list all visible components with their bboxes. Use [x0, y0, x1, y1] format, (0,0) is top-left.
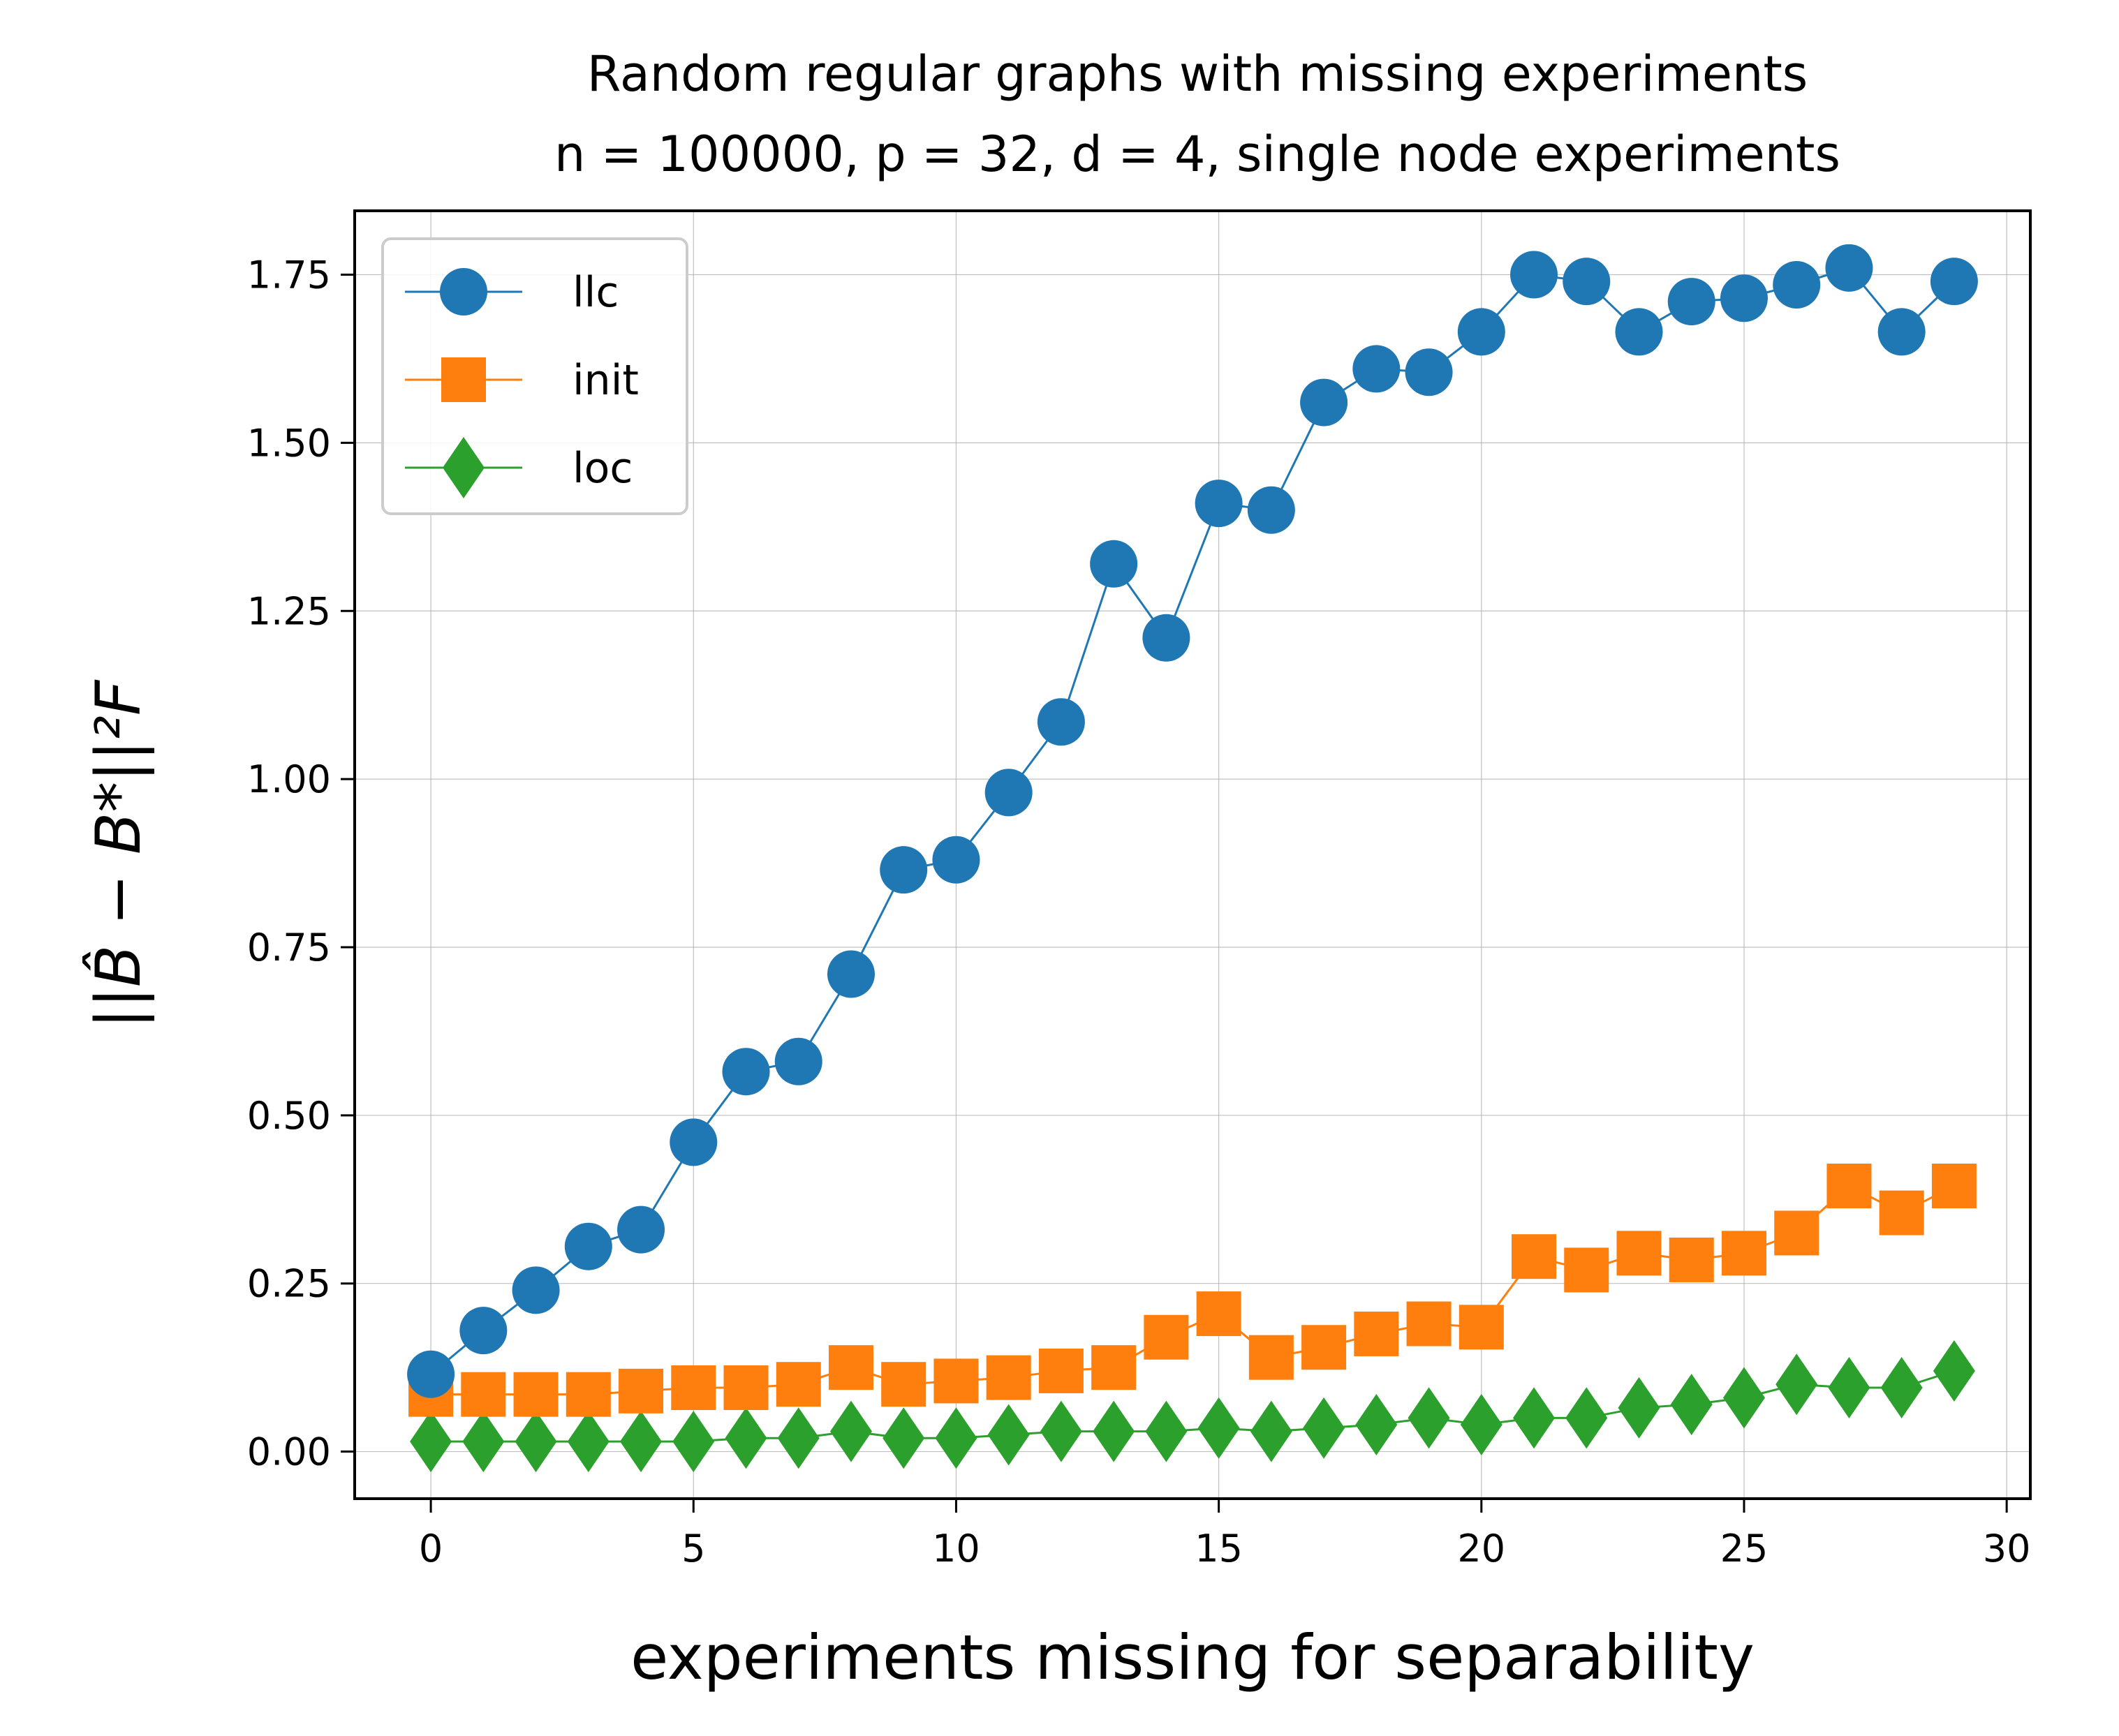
data-point-llc: [1142, 614, 1190, 662]
data-point-init: [1774, 1210, 1819, 1255]
legend-box: [383, 239, 687, 514]
y-tick-label: 1.00: [247, 757, 331, 801]
data-point-llc: [670, 1118, 717, 1166]
data-point-llc: [723, 1048, 770, 1095]
data-point-init: [1932, 1164, 1977, 1208]
data-point-llc: [775, 1038, 822, 1085]
data-point-llc: [512, 1266, 560, 1314]
x-tick-label: 20: [1457, 1527, 1505, 1571]
data-point-init: [1091, 1345, 1136, 1390]
data-point-init: [1459, 1305, 1504, 1349]
data-point-llc: [985, 769, 1033, 816]
data-point-llc: [1038, 698, 1085, 745]
data-point-init: [1880, 1191, 1924, 1236]
x-tick-label: 30: [1983, 1527, 2031, 1571]
data-point-llc: [1248, 487, 1295, 534]
data-point-init: [881, 1362, 926, 1407]
legend-label-init: init: [573, 356, 639, 405]
data-point-init: [1197, 1291, 1241, 1336]
data-point-llc: [1930, 258, 1978, 305]
data-point-llc: [1510, 251, 1558, 299]
data-point-llc: [1405, 348, 1453, 396]
legend-marker-init: [441, 357, 486, 402]
data-point-init: [987, 1356, 1031, 1400]
data-point-init: [619, 1369, 663, 1414]
data-point-llc: [459, 1307, 507, 1354]
data-point-init: [1512, 1234, 1556, 1279]
chart-title-line-2: n = 100000, p = 32, d = 4, single node e…: [554, 126, 1840, 183]
x-tick-label: 10: [932, 1527, 980, 1571]
data-point-init: [724, 1365, 769, 1410]
data-point-init: [1144, 1315, 1188, 1360]
data-point-llc: [1878, 308, 1926, 355]
y-tick-label: 0.50: [247, 1094, 331, 1138]
legend-label-loc: loc: [573, 444, 633, 493]
data-point-llc: [565, 1223, 612, 1270]
data-point-init: [829, 1345, 873, 1390]
data-point-llc: [1615, 308, 1662, 355]
chart-title-line-1: Random regular graphs with missing exper…: [587, 45, 1808, 103]
data-point-llc: [1720, 274, 1768, 322]
x-axis-label: experiments missing for separability: [630, 1622, 1755, 1693]
y-tick-label: 1.25: [247, 589, 331, 633]
data-point-llc: [1825, 244, 1873, 292]
data-point-init: [1301, 1325, 1346, 1370]
data-point-init: [1669, 1238, 1714, 1282]
legend-label-llc: llc: [573, 268, 619, 317]
x-tick-label: 15: [1195, 1527, 1243, 1571]
data-point-init: [1722, 1231, 1766, 1275]
data-point-llc: [1458, 308, 1505, 355]
y-tick-label: 0.25: [247, 1262, 331, 1306]
data-point-init: [514, 1372, 559, 1417]
y-tick-label: 1.50: [247, 421, 331, 465]
data-point-llc: [1668, 278, 1715, 325]
y-tick-label: 0.00: [247, 1430, 331, 1474]
data-point-init: [1564, 1247, 1609, 1292]
data-point-init: [461, 1372, 505, 1417]
data-point-llc: [1090, 540, 1137, 588]
data-point-llc: [1300, 379, 1348, 426]
x-tick-label: 5: [681, 1527, 705, 1571]
data-point-llc: [617, 1206, 665, 1254]
data-point-llc: [827, 951, 875, 998]
legend-marker-llc: [440, 268, 487, 316]
y-tick-label: 1.75: [247, 253, 331, 297]
data-point-init: [1826, 1164, 1871, 1208]
data-point-llc: [880, 846, 927, 893]
y-axis-label: ||B̂ − B*||²F: [82, 679, 155, 1028]
data-point-llc: [1352, 345, 1400, 392]
data-point-init: [933, 1358, 978, 1403]
legend: llc init loc: [383, 239, 687, 514]
chart: Random regular graphs with missing exper…: [0, 0, 2119, 1736]
data-point-init: [1616, 1231, 1661, 1275]
data-point-llc: [1773, 261, 1820, 309]
data-point-init: [1354, 1312, 1398, 1356]
data-point-llc: [407, 1351, 455, 1398]
data-point-llc: [1563, 258, 1610, 305]
x-tick-label: 25: [1720, 1527, 1769, 1571]
x-tick-label: 0: [419, 1527, 443, 1571]
data-point-init: [1407, 1302, 1452, 1346]
data-point-init: [1039, 1349, 1084, 1393]
data-point-init: [1249, 1335, 1294, 1380]
data-point-init: [671, 1365, 716, 1410]
y-tick-label: 0.75: [247, 926, 331, 970]
data-point-init: [566, 1372, 611, 1417]
data-point-llc: [1195, 480, 1243, 527]
data-point-llc: [932, 836, 980, 884]
data-point-init: [776, 1362, 821, 1407]
